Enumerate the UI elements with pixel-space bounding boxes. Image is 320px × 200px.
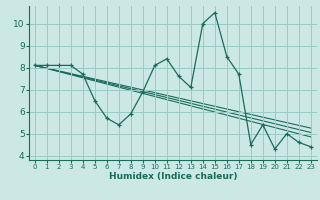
X-axis label: Humidex (Indice chaleur): Humidex (Indice chaleur): [108, 172, 237, 181]
